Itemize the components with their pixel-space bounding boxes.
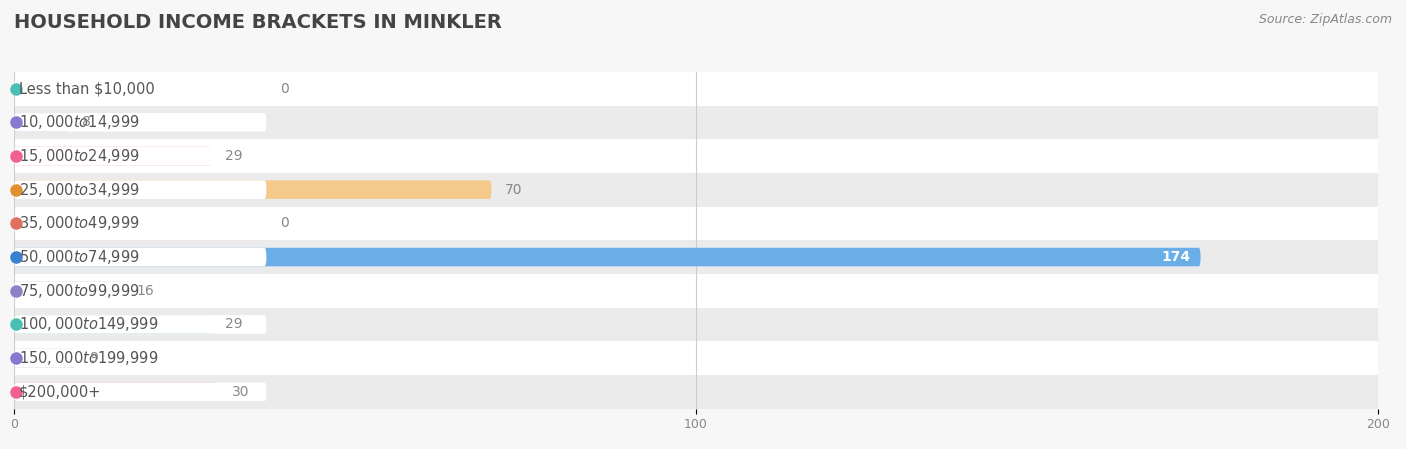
Bar: [14, 375, 1378, 409]
FancyBboxPatch shape: [14, 180, 266, 199]
Text: $200,000+: $200,000+: [18, 384, 101, 399]
Text: Source: ZipAtlas.com: Source: ZipAtlas.com: [1258, 13, 1392, 26]
Text: 29: 29: [225, 149, 243, 163]
Bar: [14, 341, 1378, 375]
Text: 174: 174: [1161, 250, 1191, 264]
Bar: [14, 274, 1378, 308]
FancyBboxPatch shape: [14, 315, 212, 334]
FancyBboxPatch shape: [14, 315, 266, 334]
Text: $150,000 to $199,999: $150,000 to $199,999: [18, 349, 157, 367]
FancyBboxPatch shape: [14, 113, 266, 132]
FancyBboxPatch shape: [14, 79, 266, 98]
FancyBboxPatch shape: [14, 147, 266, 165]
Bar: [14, 72, 1378, 106]
Text: $100,000 to $149,999: $100,000 to $149,999: [18, 315, 157, 334]
Bar: [14, 106, 1378, 139]
Bar: [14, 173, 1378, 207]
Text: 16: 16: [136, 284, 155, 298]
Text: 0: 0: [280, 216, 288, 230]
Text: Less than $10,000: Less than $10,000: [18, 81, 155, 96]
Text: $50,000 to $74,999: $50,000 to $74,999: [18, 248, 139, 266]
FancyBboxPatch shape: [14, 282, 124, 300]
Text: $25,000 to $34,999: $25,000 to $34,999: [18, 180, 139, 199]
Text: $10,000 to $14,999: $10,000 to $14,999: [18, 113, 139, 132]
Text: $75,000 to $99,999: $75,000 to $99,999: [18, 282, 139, 300]
Text: 29: 29: [225, 317, 243, 331]
Text: 9: 9: [89, 351, 98, 365]
FancyBboxPatch shape: [14, 248, 266, 266]
Bar: [14, 240, 1378, 274]
Text: 70: 70: [505, 183, 523, 197]
Bar: [14, 207, 1378, 240]
Text: 8: 8: [82, 115, 91, 129]
Text: $15,000 to $24,999: $15,000 to $24,999: [18, 147, 139, 165]
FancyBboxPatch shape: [14, 383, 219, 401]
FancyBboxPatch shape: [14, 147, 212, 165]
FancyBboxPatch shape: [14, 349, 76, 367]
FancyBboxPatch shape: [14, 383, 266, 401]
FancyBboxPatch shape: [14, 349, 266, 367]
FancyBboxPatch shape: [14, 113, 69, 132]
Text: 30: 30: [232, 385, 250, 399]
FancyBboxPatch shape: [14, 214, 266, 233]
FancyBboxPatch shape: [14, 248, 1201, 266]
Text: 0: 0: [280, 82, 288, 96]
Bar: [14, 308, 1378, 341]
Text: $35,000 to $49,999: $35,000 to $49,999: [18, 214, 139, 233]
Text: HOUSEHOLD INCOME BRACKETS IN MINKLER: HOUSEHOLD INCOME BRACKETS IN MINKLER: [14, 13, 502, 32]
FancyBboxPatch shape: [14, 282, 266, 300]
FancyBboxPatch shape: [14, 180, 492, 199]
Bar: [14, 139, 1378, 173]
